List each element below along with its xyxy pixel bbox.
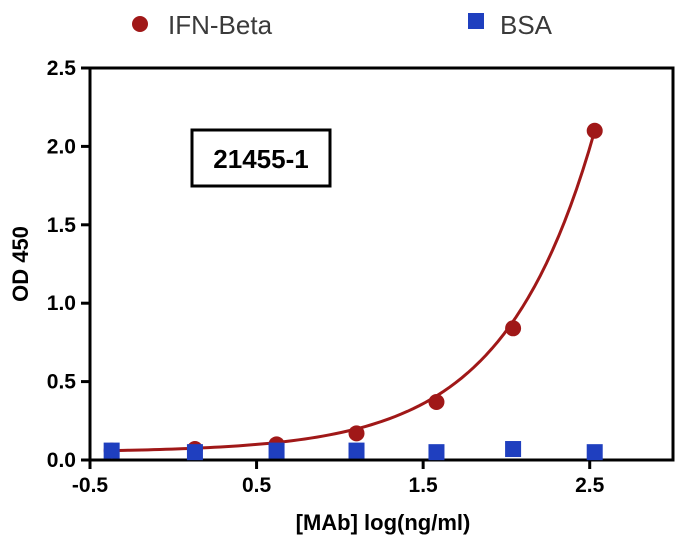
x-tick-label: 2.5 <box>575 474 605 497</box>
y-tick-label: 0.0 <box>47 449 76 472</box>
data-marks <box>103 122 603 461</box>
point-bsa <box>186 444 203 461</box>
plot-frame <box>88 66 675 462</box>
point-ifn-beta <box>505 320 522 337</box>
point-bsa <box>586 444 603 461</box>
point-bsa <box>103 442 120 459</box>
point-bsa <box>268 442 285 459</box>
y-tick-label: 0.5 <box>47 371 77 394</box>
point-ifn-beta <box>348 425 365 442</box>
point-bsa <box>505 441 522 458</box>
point-bsa <box>348 442 365 459</box>
legend-marker-bsa <box>468 13 484 29</box>
x-axis-title: [MAb] log(ng/ml) <box>296 510 471 535</box>
y-tick-label: 2.0 <box>47 135 76 158</box>
fit-curve-ifn-beta <box>111 130 597 453</box>
legend: IFN-Beta BSA <box>132 10 553 40</box>
x-tick-label: 0.5 <box>242 474 272 497</box>
annotation-label: 21455-1 <box>213 144 308 174</box>
point-ifn-beta <box>428 393 445 410</box>
y-tick-label: 1.5 <box>47 214 77 237</box>
x-tick-label: 1.5 <box>409 474 439 497</box>
legend-label-bsa: BSA <box>500 10 553 40</box>
point-bsa <box>428 444 445 461</box>
legend-label-ifn-beta: IFN-Beta <box>168 10 273 40</box>
annotation-frame <box>190 128 332 188</box>
point-ifn-beta <box>586 122 603 139</box>
y-axis-title: OD 450 <box>8 226 33 302</box>
x-tick-label: -0.5 <box>72 474 109 497</box>
y-tick-label: 2.5 <box>47 57 77 80</box>
legend-marker-ifn-beta <box>132 16 148 32</box>
y-tick-label: 1.0 <box>47 292 76 315</box>
annotation-box: 21455-1 <box>190 128 332 188</box>
axis-ticks: 0.0 0.5 1.0 1.5 2.0 2.5 -0.5 0.5 1.5 2.5 <box>47 57 605 497</box>
